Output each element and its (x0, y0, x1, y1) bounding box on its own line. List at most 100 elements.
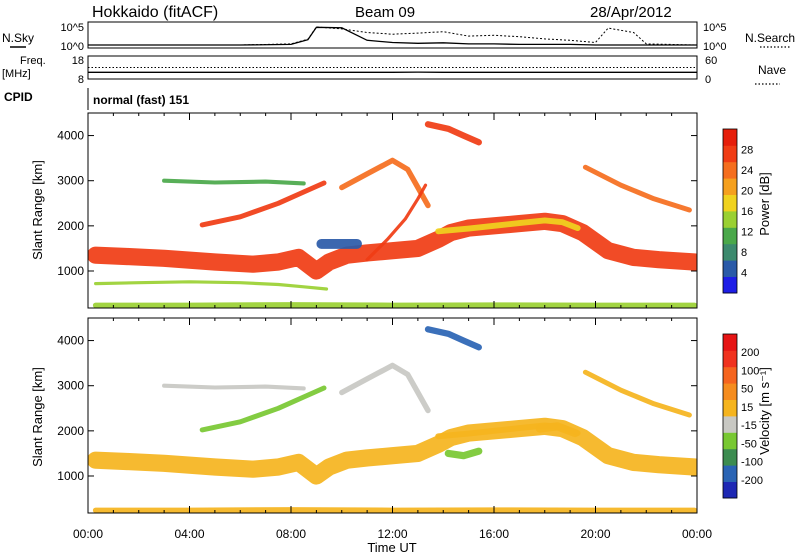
power-colorbar-tick: 24 (741, 165, 753, 177)
velocity-colorbar: 200 100 50 15 -15 -50 -100 -200 (722, 333, 763, 499)
nsearch-ytick-bottom: 10^0 (703, 41, 727, 53)
velocity-echo-band-5 (424, 326, 482, 351)
power-ytick-label: 4000 (57, 129, 84, 143)
velocity-frame (87, 317, 698, 514)
xaxis-tick-label: 00:00 (73, 527, 103, 541)
power-cbar-label: Power [dB] (757, 172, 772, 236)
cpid-value: normal (fast) 151 (93, 93, 189, 107)
power-colorbar-segment (723, 260, 737, 277)
xaxis-tick-label: 04:00 (174, 527, 204, 541)
power-colorbar-tick: 8 (741, 247, 747, 259)
velocity-colorbar-segment (723, 350, 737, 368)
velocity-colorbar-tick: 50 (741, 384, 753, 396)
velocity-ytick-label: 4000 (57, 334, 84, 348)
velocity-colorbar-segment (723, 481, 737, 499)
velocity-colorbar-frame (722, 333, 738, 499)
power-colorbar-segment (723, 243, 737, 261)
power-colorbar-segment (723, 211, 737, 228)
velocity-ytick-label: 3000 (57, 379, 84, 393)
xaxis-tick-label: 08:00 (276, 527, 306, 541)
nsky-panel: N.Sky 10^5 10^0 10^5 10^0 N.Search (2, 21, 795, 53)
power-colorbar-tick: 16 (741, 206, 753, 218)
date-label: 28/Apr/2012 (590, 4, 672, 21)
freq-tick-bottom: 8 (78, 74, 84, 86)
nsearch-ytick-top: 10^5 (703, 22, 727, 34)
freq-tick-top: 18 (72, 55, 84, 67)
cpid-label: CPID (4, 90, 33, 104)
power-colorbar-segment (723, 227, 737, 245)
velocity-colorbar-segment (723, 416, 737, 433)
nsky-ytick-top: 10^5 (60, 22, 84, 34)
power-colorbar-segment (723, 194, 737, 212)
velocity-echo-band-7 (92, 507, 697, 513)
power-colorbar-segment (723, 161, 737, 179)
power-yaxis: 1000 2000 3000 4000 (57, 129, 697, 278)
xaxis-tick-label: 16:00 (479, 527, 509, 541)
power-echo-band-1 (435, 217, 581, 235)
velocity-colorbar-segment (723, 432, 737, 450)
power-colorbar-tick: 12 (741, 227, 753, 239)
power-ytick-label: 2000 (57, 219, 84, 233)
freq-label: Freq. (20, 55, 46, 67)
velocity-colorbar-tick: 200 (741, 347, 759, 359)
velocity-colorbar-segment (723, 465, 737, 482)
velocity-yaxis: 1000 2000 3000 4000 (57, 334, 697, 483)
nsky-ytick-bottom: 10^0 (60, 41, 84, 53)
power-echo-band-9 (162, 178, 306, 186)
beam-label: Beam 09 (355, 4, 415, 21)
power-colorbar-segment (723, 145, 737, 163)
power-colorbar-tick: 20 (741, 186, 753, 198)
nave-tick-bottom: 0 (705, 74, 711, 86)
power-colorbar-frame (722, 128, 738, 294)
nsearch-label: N.Search (745, 31, 795, 45)
power-colorbar-segment (723, 178, 737, 195)
xaxis-tick-label: 00:00 (682, 527, 712, 541)
velocity-heatmap (88, 326, 697, 513)
velocity-ytick-label: 2000 (57, 424, 84, 438)
power-colorbar-segment (723, 129, 737, 146)
power-frame (87, 112, 698, 309)
power-ytick-label: 1000 (57, 264, 84, 278)
cpid-panel: CPID normal (fast) 151 (4, 88, 189, 110)
velocity-colorbar-tick: 100 (741, 365, 759, 377)
power-panel: 1000 2000 3000 4000 Slant Range [km] 4 8 12 16… (30, 112, 772, 309)
power-colorbar-tick: 28 (741, 145, 753, 157)
nave-label: Nave (758, 63, 786, 77)
velocity-cbar-label: Velocity [m s⁻¹] (757, 367, 772, 455)
power-ytick-label: 3000 (57, 174, 84, 188)
nsky-label: N.Sky (2, 31, 34, 45)
velocity-colorbar-segment (723, 399, 737, 417)
velocity-colorbar-tick: -200 (741, 475, 763, 487)
power-echo-band-3 (92, 302, 697, 308)
xaxis-label: Time UT (367, 540, 416, 554)
power-echo-band-6 (365, 183, 428, 262)
station-title: Hokkaido (fitACF) (92, 4, 218, 21)
velocity-ylabel: Slant Range [km] (30, 367, 45, 467)
velocity-echo-band-2 (535, 422, 580, 438)
nsky-frame (87, 21, 698, 49)
velocity-colorbar-segment (723, 383, 737, 400)
power-echo-band-2 (94, 280, 329, 291)
power-ylabel: Slant Range [km] (30, 160, 45, 260)
power-heatmap (88, 121, 697, 308)
time-axis: 00:00 04:00 08:00 12:00 16:00 20:00 00:00 (73, 527, 712, 541)
power-colorbar-tick: 4 (741, 268, 747, 280)
velocity-ytick-label: 1000 (57, 469, 84, 483)
power-xticks (87, 113, 698, 308)
power-echo-band-7 (424, 121, 482, 146)
velocity-echo-band-4 (339, 362, 431, 414)
velocity-echo-band-0 (88, 417, 697, 485)
power-colorbar-segment (723, 276, 737, 294)
nsky-series-line (88, 26, 697, 46)
xaxis-tick-label: 12:00 (377, 527, 407, 541)
power-echo-band-0 (88, 212, 697, 280)
power-echo-band-5 (339, 157, 431, 209)
velocity-colorbar-segment (723, 366, 737, 384)
velocity-echo-band-9 (162, 383, 306, 391)
xaxis-tick-label: 20:00 (580, 527, 610, 541)
velocity-xticks (87, 318, 698, 513)
velocity-colorbar-tick: -50 (741, 438, 757, 450)
velocity-colorbar-tick: -15 (741, 420, 757, 432)
velocity-echo-band-3 (199, 385, 327, 433)
